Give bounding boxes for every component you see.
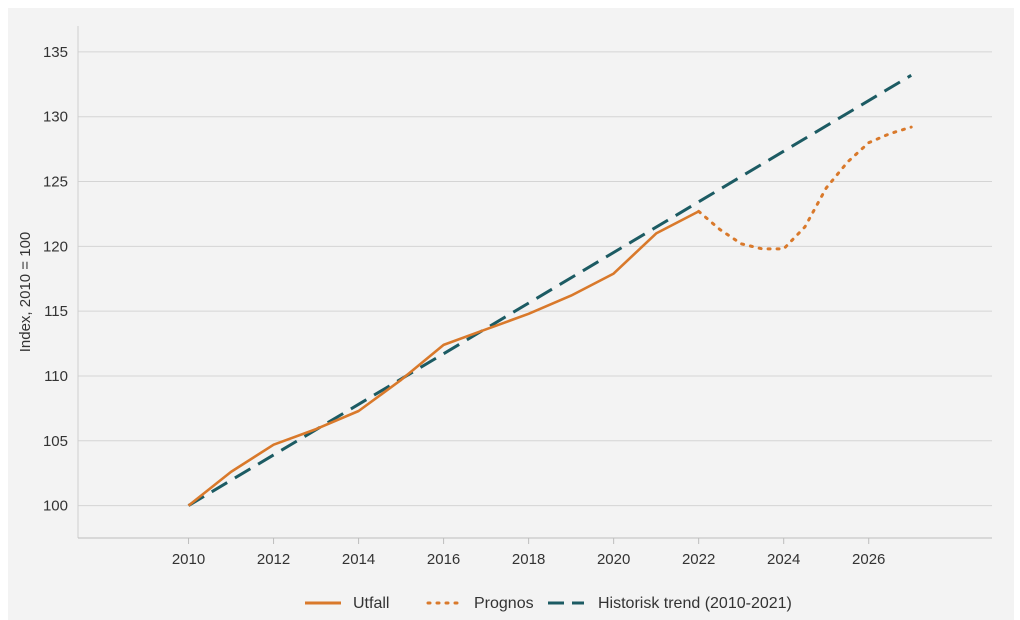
grid-lines: [78, 51, 992, 507]
series-line-solid: [187, 210, 700, 507]
legend-label: Historisk trend (2010-2021): [598, 595, 792, 612]
x-tick-label: 2026: [852, 551, 885, 568]
x-tick-label: 2022: [682, 551, 715, 568]
y-tick-label: 105: [43, 433, 68, 450]
x-tick-label: 2012: [257, 551, 290, 568]
y-tick-label: 130: [43, 109, 68, 126]
x-tick-label: 2018: [512, 551, 545, 568]
line-chart: 100 105 110 115 120 125 130 135 2010 2012 2014 2016…: [17, 26, 992, 612]
chart-panel: 100 105 110 115 120 125 130 135 2010 2012 2014 2016…: [8, 8, 1014, 620]
x-tick-label: 2010: [172, 551, 205, 568]
x-tick-label: 2024: [767, 551, 800, 568]
series-line-dotted: [697, 125, 913, 251]
x-tick-label: 2014: [342, 551, 375, 568]
legend-label: Utfall: [353, 595, 389, 612]
axes: 100 105 110 115 120 125 130 135 2010 2012 2014 2016…: [17, 26, 992, 568]
y-axis-title: Index, 2010 = 100: [17, 232, 34, 353]
x-tick-label: 2016: [427, 551, 460, 568]
legend: Utfall Prognos Historisk trend (2010-2021): [305, 595, 792, 612]
y-tick-label: 100: [43, 498, 68, 515]
y-tick-label: 115: [44, 303, 68, 320]
y-tick-label: 135: [43, 44, 68, 61]
series-line-dashed: [187, 74, 912, 507]
y-tick-label: 125: [43, 174, 68, 191]
y-tick-label: 110: [44, 368, 68, 385]
x-tick-label: 2020: [597, 551, 630, 568]
legend-label: Prognos: [474, 595, 534, 612]
y-tick-label: 120: [43, 238, 68, 255]
series-lines: [187, 74, 913, 507]
